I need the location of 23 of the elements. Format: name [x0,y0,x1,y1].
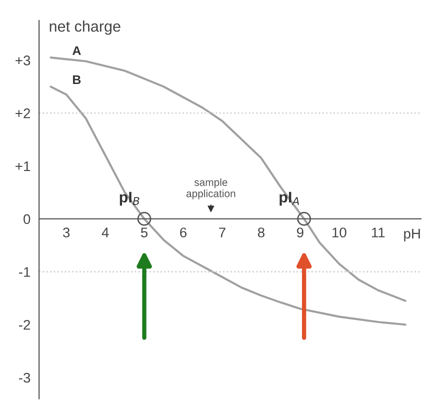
x-tick-label: 5 [140,228,148,238]
x-tick-label: 9 [296,228,304,238]
x-tick-label: 6 [180,228,187,238]
y-tick-label: -1 [18,267,30,277]
series-label: A [72,46,81,55]
y-tick-label: +2 [16,108,30,118]
series-label: B [73,75,81,84]
x-axis-title: pH [404,228,420,242]
x-tick-label: 3 [63,228,70,238]
x-tick-label: 10 [332,228,346,238]
x-tick-label: 7 [219,228,226,238]
annotation: pI$_{B}$ [120,192,140,206]
annotation: sample application [186,178,236,200]
x-tick-label: 4 [102,228,109,238]
x-tick-label: 11 [372,228,385,238]
y-tick-label: -2 [18,320,30,330]
y-tick-label: +3 [16,56,30,66]
y-tick-label: -3 [18,372,30,383]
y-tick-label: 0 [24,214,30,224]
annotation: pI$_{A}$ [280,192,299,206]
y-axis-title: net charge [50,20,120,35]
y-tick-label: +1 [16,161,30,172]
x-tick-label: 8 [258,228,264,238]
